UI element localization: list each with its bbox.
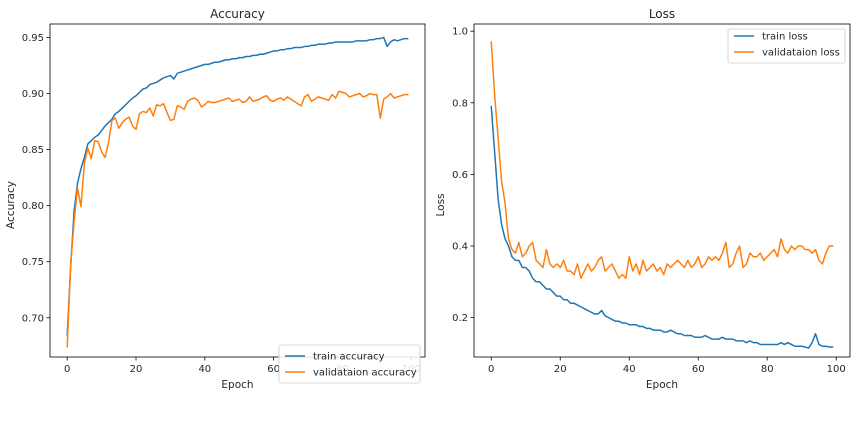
accuracy-x-tick-label: 20 [130,364,143,375]
accuracy-x-tick-label: 0 [64,364,70,375]
loss-chart-title: Loss [649,7,675,21]
loss-y-tick-label: 0.4 [452,242,468,253]
accuracy-y-tick-label: 0.80 [22,201,44,212]
loss-x-tick-label: 60 [692,364,705,375]
loss-x-tick-label: 0 [488,364,494,375]
loss-y-tick-label: 1.0 [452,27,468,38]
loss-axes-frame [473,23,851,358]
loss-series-line-train [490,105,834,349]
accuracy-chart-title: Accuracy [210,7,265,21]
loss-plot-area [490,41,834,349]
accuracy-series-line-validation [66,90,409,348]
accuracy-legend-label-train: train accuracy [313,352,385,363]
loss-legend-label-train: train loss [762,32,808,43]
accuracy-y-tick-label: 0.70 [22,313,44,324]
accuracy-x-tick-label: 40 [198,364,211,375]
loss-legend: train loss validataion loss [727,28,846,64]
accuracy-y-tick-label: 0.75 [22,257,44,268]
loss-y-tick-label: 0.6 [452,170,468,181]
accuracy-series-line-train [66,36,409,337]
accuracy-axes-frame [49,23,426,358]
accuracy-y-tick-label: 0.95 [22,33,44,44]
loss-chart: Loss 0 20 40 60 80 100 0.2 0.4 0.6 0.8 1.0 Epoch L… [435,7,851,391]
accuracy-legend-box [278,344,421,384]
loss-x-tick-label: 20 [554,364,567,375]
loss-x-tick-label: 100 [827,364,846,375]
accuracy-legend-label-validation: validataion accuracy [313,368,417,379]
loss-series-line-validation [490,41,834,279]
accuracy-y-axis-label: Accuracy [5,181,17,229]
accuracy-legend: train accuracy validataion accuracy [278,344,421,384]
loss-legend-box [727,28,846,64]
loss-ticks: 0 20 40 60 80 100 0.2 0.4 0.6 0.8 1.0 [452,27,846,375]
loss-x-axis-label: Epoch [646,379,678,391]
accuracy-chart: Accuracy 0204060801000.700.750.800.850.9… [5,7,426,391]
accuracy-plot-area [66,36,409,348]
loss-y-tick-label: 0.8 [452,98,468,109]
loss-x-tick-label: 80 [761,364,774,375]
accuracy-y-tick-label: 0.85 [22,145,44,156]
accuracy-x-tick-label: 60 [267,364,280,375]
loss-legend-label-validation: validataion loss [762,48,840,59]
accuracy-y-tick-label: 0.90 [22,89,44,100]
loss-y-axis-label: Loss [435,193,447,216]
accuracy-x-axis-label: Epoch [221,379,253,391]
loss-y-tick-label: 0.2 [452,313,468,324]
loss-x-tick-label: 40 [623,364,636,375]
